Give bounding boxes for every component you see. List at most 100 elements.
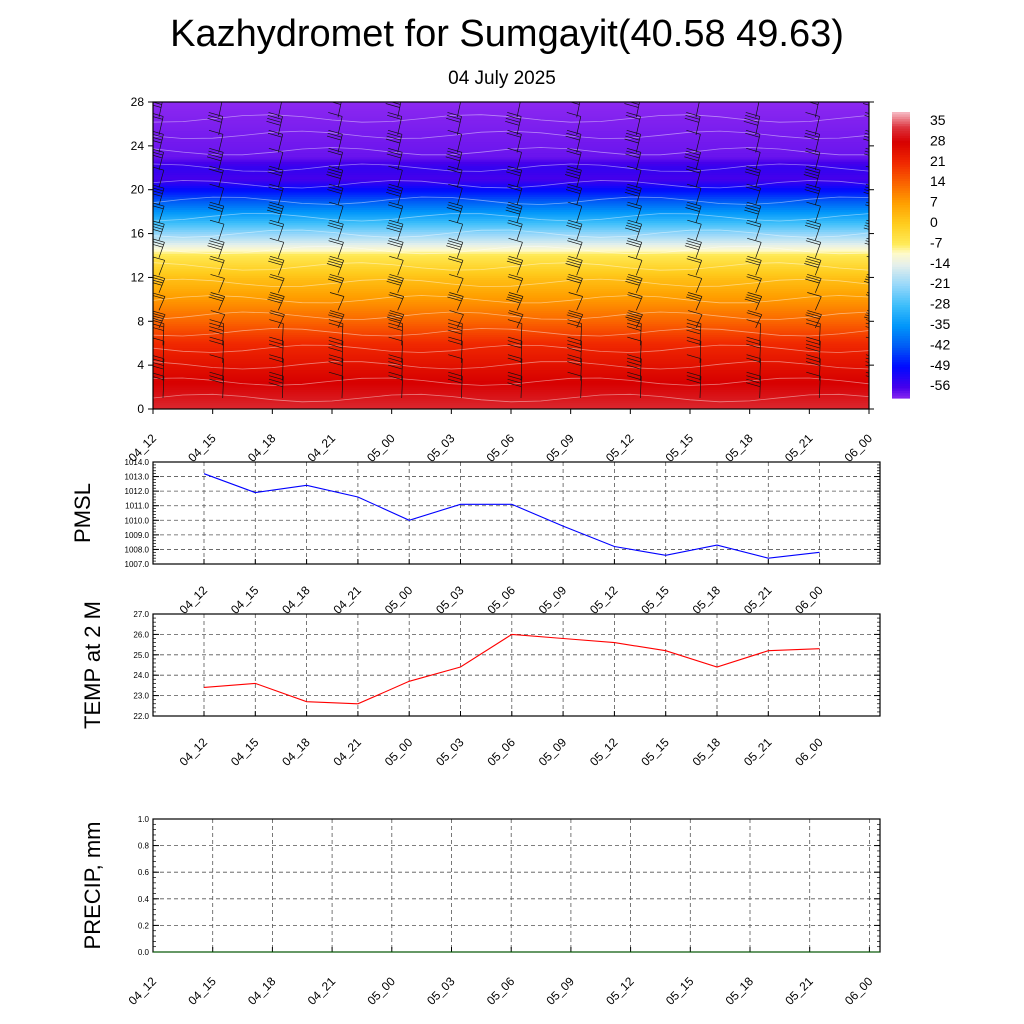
contour-line (153, 295, 869, 304)
y-tick-label: 26.0 (133, 630, 149, 639)
wind-barb (387, 237, 404, 258)
colorbar-label: -35 (930, 316, 950, 332)
wind-barb (566, 219, 583, 241)
x-tick-label: 04_21 (305, 431, 339, 465)
wind-barb (277, 102, 282, 118)
y-tick-label: 1008.0 (125, 545, 150, 554)
x-tick-label: 05_21 (782, 974, 816, 1008)
heatmap-band (153, 257, 869, 261)
wind-barb (386, 274, 404, 293)
wind-barb (269, 237, 285, 258)
heatmap-band (153, 400, 869, 404)
heatmap-band (153, 110, 869, 114)
heatmap-band (153, 327, 869, 331)
figure-title: Kazhydromet for Sumgayit(40.58 49.63) (170, 13, 844, 55)
x-tick-label: 05_21 (741, 735, 775, 769)
x-tick-label: 04_21 (331, 583, 365, 617)
colorbar-swatch (892, 276, 910, 280)
heatmap-band (153, 229, 869, 232)
colorbar-swatch (892, 140, 910, 144)
wind-barb (507, 183, 523, 206)
plot-frame (152, 818, 881, 953)
colorbar-swatch (892, 319, 910, 323)
heatmap-band (153, 395, 869, 399)
wind-barb (209, 255, 225, 276)
wind-barb (626, 319, 642, 346)
wind-barb (567, 237, 583, 258)
y-axis-label: PMSL (70, 483, 95, 543)
colorbar-swatch (892, 307, 910, 311)
heatmap-band (153, 112, 869, 116)
colorbar-swatch (892, 300, 910, 304)
y-tick-label: 0.8 (138, 842, 150, 851)
wind-barb (686, 354, 702, 381)
wind-barb (627, 292, 643, 311)
y-tick-label: 24.0 (133, 671, 149, 680)
heatmap-band (153, 356, 869, 360)
wind-barb (329, 292, 345, 311)
wind-barb (449, 310, 464, 329)
colorbar-swatch (892, 171, 910, 175)
colorbar-swatch (892, 152, 910, 156)
wind-barb (684, 237, 702, 258)
y-tick-label: 0.6 (138, 868, 150, 877)
wind-barb (507, 219, 523, 241)
x-tick-label: 06_00 (792, 583, 826, 617)
colorbar-swatch (892, 376, 910, 380)
colorbar-swatch (892, 367, 910, 370)
heatmap-band (153, 279, 869, 283)
wind-barb (447, 292, 464, 311)
colorbar-swatch (892, 395, 910, 399)
wind-barb (566, 147, 582, 171)
heatmap-band (153, 134, 869, 138)
wind-barb (686, 129, 701, 153)
wind-barb (506, 292, 524, 311)
colorbar-swatch (892, 336, 910, 340)
colorbar-swatch (892, 214, 910, 218)
colorbar-swatch (892, 131, 910, 135)
wind-barb (153, 113, 164, 135)
colorbar-swatch (892, 295, 910, 299)
heatmap-band (153, 209, 869, 213)
heatmap-band (153, 159, 869, 162)
colorbar-swatch (892, 331, 910, 335)
plot-frame (152, 613, 881, 717)
colorbar-swatch (892, 183, 910, 187)
y-tick-label: 12 (131, 270, 145, 284)
heatmap-band (153, 290, 869, 294)
heatmap-band (153, 108, 869, 112)
wind-barb (327, 274, 345, 293)
colorbar-swatch (892, 238, 910, 242)
y-tick-label: 0.2 (138, 921, 150, 930)
heatmap-band (153, 310, 869, 314)
wind-barb (266, 201, 284, 223)
x-tick-label: 05_18 (690, 583, 724, 617)
x-tick-label: 04_18 (245, 974, 279, 1008)
y-tick-label: 1011.0 (125, 502, 149, 511)
heatmap-band (153, 284, 869, 287)
x-tick-label: 04_15 (185, 431, 219, 465)
heatmap-band (153, 305, 869, 309)
y-tick-label: 1013.0 (125, 473, 150, 482)
heatmap-band (153, 404, 869, 408)
colorbar-swatch (892, 159, 910, 163)
wind-barb (449, 274, 464, 293)
wind-barb (326, 165, 344, 188)
colorbar-swatch (892, 190, 910, 194)
x-tick-label: 05_18 (723, 974, 757, 1008)
wind-barb (508, 237, 523, 258)
colorbar-swatch (892, 326, 910, 330)
colorbar-label: 7 (930, 194, 938, 210)
wind-barb (805, 237, 822, 258)
heatmap-band (153, 189, 869, 193)
series-line (203, 473, 820, 559)
heatmap-band (153, 373, 869, 377)
y-tick-label: 0 (137, 402, 144, 416)
x-tick-label: 05_00 (382, 735, 416, 769)
wind-barb (627, 336, 642, 363)
contour-line (153, 278, 869, 287)
colorbar-swatch (892, 290, 910, 294)
heatmap-band (153, 398, 869, 401)
colorbar-swatch (892, 145, 910, 149)
colorbar-swatch (892, 193, 910, 197)
